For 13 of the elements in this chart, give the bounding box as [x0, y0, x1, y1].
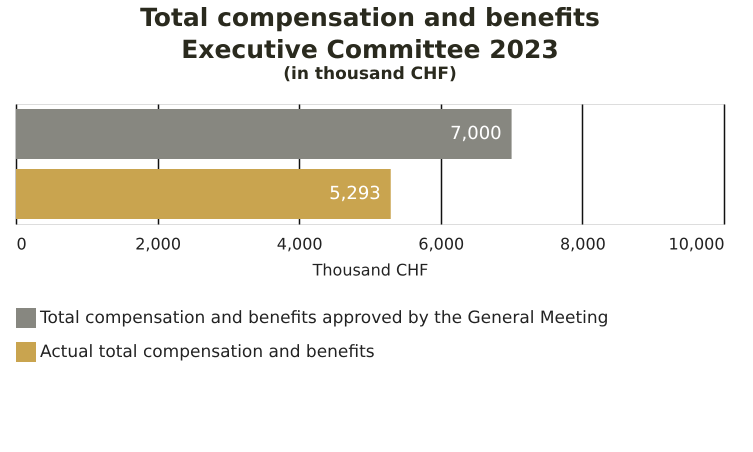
legend-label: Total compensation and benefits approved by the General Meeting — [39, 308, 608, 328]
data-label: 7,000 — [450, 123, 502, 144]
chart-subtitle: (in thousand CHF) — [283, 64, 457, 84]
x-axis-title: Thousand CHF — [312, 260, 428, 280]
x-tick-label: 8,000 — [560, 234, 606, 254]
x-tick-label: 2,000 — [135, 234, 182, 254]
x-tick-label: 0 — [16, 234, 27, 254]
legend-label: Actual total compensation and benefits — [40, 342, 375, 362]
x-tick-label: 4,000 — [276, 234, 323, 254]
data-label: 5,293 — [329, 183, 381, 204]
x-tick-label: 10,000 — [668, 234, 724, 254]
chart-title: Total compensation and benefits Executive Committee 2023 — [140, 3, 600, 64]
x-tick-label: 6,000 — [418, 234, 464, 254]
